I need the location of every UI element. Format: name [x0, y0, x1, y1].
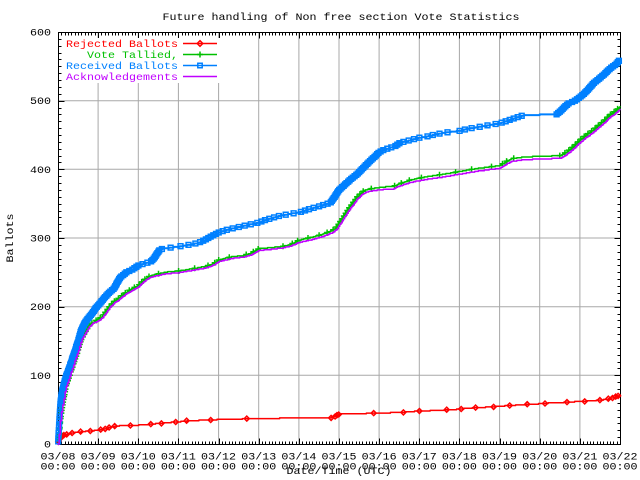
svg-text:03/22: 03/22 [603, 452, 638, 464]
svg-text:03/21: 03/21 [562, 452, 597, 464]
svg-text:03/15: 03/15 [322, 452, 357, 464]
svg-text:100: 100 [30, 371, 51, 383]
svg-text:00:00: 00:00 [442, 462, 477, 474]
svg-text:Received Ballots: Received Ballots [66, 61, 178, 73]
svg-text:Acknowledgements: Acknowledgements [66, 72, 178, 84]
svg-text:03/08: 03/08 [41, 452, 76, 464]
svg-text:00:00: 00:00 [41, 462, 76, 474]
svg-text:00:00: 00:00 [281, 462, 316, 474]
svg-text:00:00: 00:00 [362, 462, 397, 474]
svg-text:Ballots: Ballots [5, 214, 17, 263]
svg-text:400: 400 [30, 165, 51, 177]
svg-text:03/12: 03/12 [201, 452, 236, 464]
svg-text:00:00: 00:00 [81, 462, 116, 474]
svg-text:03/19: 03/19 [482, 452, 517, 464]
svg-text:03/10: 03/10 [121, 452, 156, 464]
svg-text:300: 300 [30, 234, 51, 246]
svg-text:03/18: 03/18 [442, 452, 477, 464]
svg-text:00:00: 00:00 [402, 462, 437, 474]
svg-text:00:00: 00:00 [201, 462, 236, 474]
svg-text:600: 600 [30, 28, 51, 40]
svg-text:00:00: 00:00 [241, 462, 276, 474]
svg-text:Rejected Ballots: Rejected Ballots [66, 39, 178, 51]
svg-text:Future handling of Non free se: Future handling of Non free section Vote… [163, 12, 520, 24]
svg-text:0: 0 [44, 440, 51, 452]
svg-text:00:00: 00:00 [161, 462, 196, 474]
svg-text:00:00: 00:00 [522, 462, 557, 474]
svg-text:Date/Time (UTC): Date/Time (UTC) [287, 466, 392, 478]
svg-text:03/09: 03/09 [81, 452, 116, 464]
svg-text:03/16: 03/16 [362, 452, 397, 464]
svg-text:03/20: 03/20 [522, 452, 557, 464]
svg-text:03/11: 03/11 [161, 452, 196, 464]
svg-text:03/13: 03/13 [241, 452, 276, 464]
svg-text:03/14: 03/14 [281, 452, 316, 464]
svg-text:03/17: 03/17 [402, 452, 437, 464]
svg-text:00:00: 00:00 [562, 462, 597, 474]
svg-text:00:00: 00:00 [603, 462, 638, 474]
svg-text:00:00: 00:00 [121, 462, 156, 474]
svg-text:00:00: 00:00 [322, 462, 357, 474]
svg-text:00:00: 00:00 [482, 462, 517, 474]
svg-text:Vote Tallied,: Vote Tallied, [87, 50, 178, 62]
svg-text:500: 500 [30, 96, 51, 108]
svg-text:200: 200 [30, 302, 51, 314]
